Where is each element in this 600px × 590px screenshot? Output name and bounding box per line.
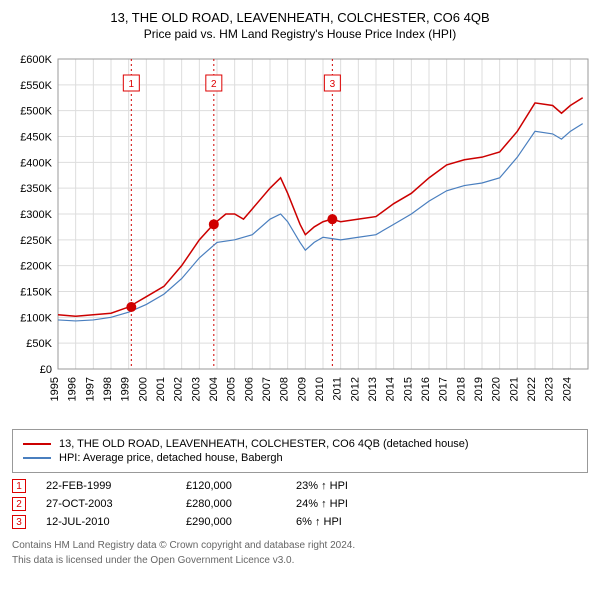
svg-text:£350K: £350K: [20, 183, 52, 195]
svg-text:1996: 1996: [67, 377, 79, 401]
sale-marker-number: 2: [12, 497, 26, 511]
svg-text:1995: 1995: [49, 377, 61, 401]
sale-price: £120,000: [186, 480, 296, 492]
footnote-copyright: Contains HM Land Registry data © Crown c…: [12, 539, 588, 552]
svg-text:2013: 2013: [367, 377, 379, 401]
sale-hpi-delta: 23% ↑ HPI: [296, 480, 348, 492]
svg-text:1997: 1997: [84, 377, 96, 401]
sales-table: 1 22-FEB-1999£120,00023% ↑ HPI 2 27-OCT-200…: [12, 479, 588, 529]
svg-text:£600K: £600K: [20, 54, 52, 66]
svg-text:2: 2: [211, 79, 217, 90]
sale-price: £280,000: [186, 498, 296, 510]
legend-label: 13, THE OLD ROAD, LEAVENHEATH, COLCHESTE…: [59, 438, 469, 450]
svg-text:3: 3: [330, 79, 336, 90]
chart-title: 13, THE OLD ROAD, LEAVENHEATH, COLCHESTE…: [8, 10, 592, 25]
svg-text:2019: 2019: [473, 377, 485, 401]
svg-text:2002: 2002: [173, 377, 185, 401]
svg-text:2011: 2011: [332, 377, 344, 401]
svg-text:£100K: £100K: [20, 312, 52, 324]
svg-text:1999: 1999: [120, 377, 132, 401]
svg-text:2018: 2018: [455, 377, 467, 401]
svg-text:2000: 2000: [137, 377, 149, 401]
svg-text:1998: 1998: [102, 377, 114, 401]
sale-date: 12-JUL-2010: [46, 516, 186, 528]
svg-text:2017: 2017: [438, 377, 450, 401]
sale-date: 22-FEB-1999: [46, 480, 186, 492]
svg-text:2007: 2007: [261, 377, 273, 401]
svg-text:£250K: £250K: [20, 235, 52, 247]
svg-text:2020: 2020: [491, 377, 503, 401]
svg-text:£200K: £200K: [20, 261, 52, 273]
svg-text:2024: 2024: [561, 377, 573, 401]
sale-marker-number: 1: [12, 479, 26, 493]
svg-text:£450K: £450K: [20, 132, 52, 144]
price-chart: £0 £50K £100K £150K £200K £250K £300K £350K £400…: [8, 49, 592, 419]
sale-price: £290,000: [186, 516, 296, 528]
svg-text:2008: 2008: [279, 377, 291, 401]
svg-text:£500K: £500K: [20, 106, 52, 118]
svg-text:£0: £0: [40, 364, 52, 376]
svg-text:£400K: £400K: [20, 157, 52, 169]
svg-text:2012: 2012: [349, 377, 361, 401]
legend-item: HPI: Average price, detached house, Babe…: [23, 452, 577, 464]
svg-text:2009: 2009: [296, 377, 308, 401]
sale-row: 3 12-JUL-2010£290,0006% ↑ HPI: [12, 515, 588, 529]
svg-text:1: 1: [129, 79, 135, 90]
legend-label: HPI: Average price, detached house, Babe…: [59, 452, 283, 464]
svg-text:2016: 2016: [420, 377, 432, 401]
svg-text:£550K: £550K: [20, 80, 52, 92]
sale-row: 2 27-OCT-2003£280,00024% ↑ HPI: [12, 497, 588, 511]
svg-text:2023: 2023: [544, 377, 556, 401]
footnote-licence: This data is licensed under the Open Gov…: [12, 554, 588, 567]
svg-text:2001: 2001: [155, 377, 167, 401]
svg-text:£300K: £300K: [20, 209, 52, 221]
legend-swatch: [23, 443, 51, 445]
svg-text:2015: 2015: [402, 377, 414, 401]
chart-subtitle: Price paid vs. HM Land Registry's House …: [8, 27, 592, 41]
sale-hpi-delta: 24% ↑ HPI: [296, 498, 348, 510]
svg-text:2014: 2014: [385, 377, 397, 401]
svg-text:2022: 2022: [526, 377, 538, 401]
svg-text:£50K: £50K: [26, 338, 52, 350]
svg-text:£150K: £150K: [20, 287, 52, 299]
svg-text:2005: 2005: [226, 377, 238, 401]
sale-marker-number: 3: [12, 515, 26, 529]
svg-text:2003: 2003: [190, 377, 202, 401]
svg-text:2010: 2010: [314, 377, 326, 401]
legend-swatch: [23, 457, 51, 459]
legend: 13, THE OLD ROAD, LEAVENHEATH, COLCHESTE…: [12, 429, 588, 473]
sale-date: 27-OCT-2003: [46, 498, 186, 510]
sale-row: 1 22-FEB-1999£120,00023% ↑ HPI: [12, 479, 588, 493]
svg-text:2006: 2006: [243, 377, 255, 401]
svg-text:2021: 2021: [508, 377, 520, 401]
svg-text:2004: 2004: [208, 377, 220, 401]
sale-hpi-delta: 6% ↑ HPI: [296, 516, 342, 528]
legend-item: 13, THE OLD ROAD, LEAVENHEATH, COLCHESTE…: [23, 438, 577, 450]
